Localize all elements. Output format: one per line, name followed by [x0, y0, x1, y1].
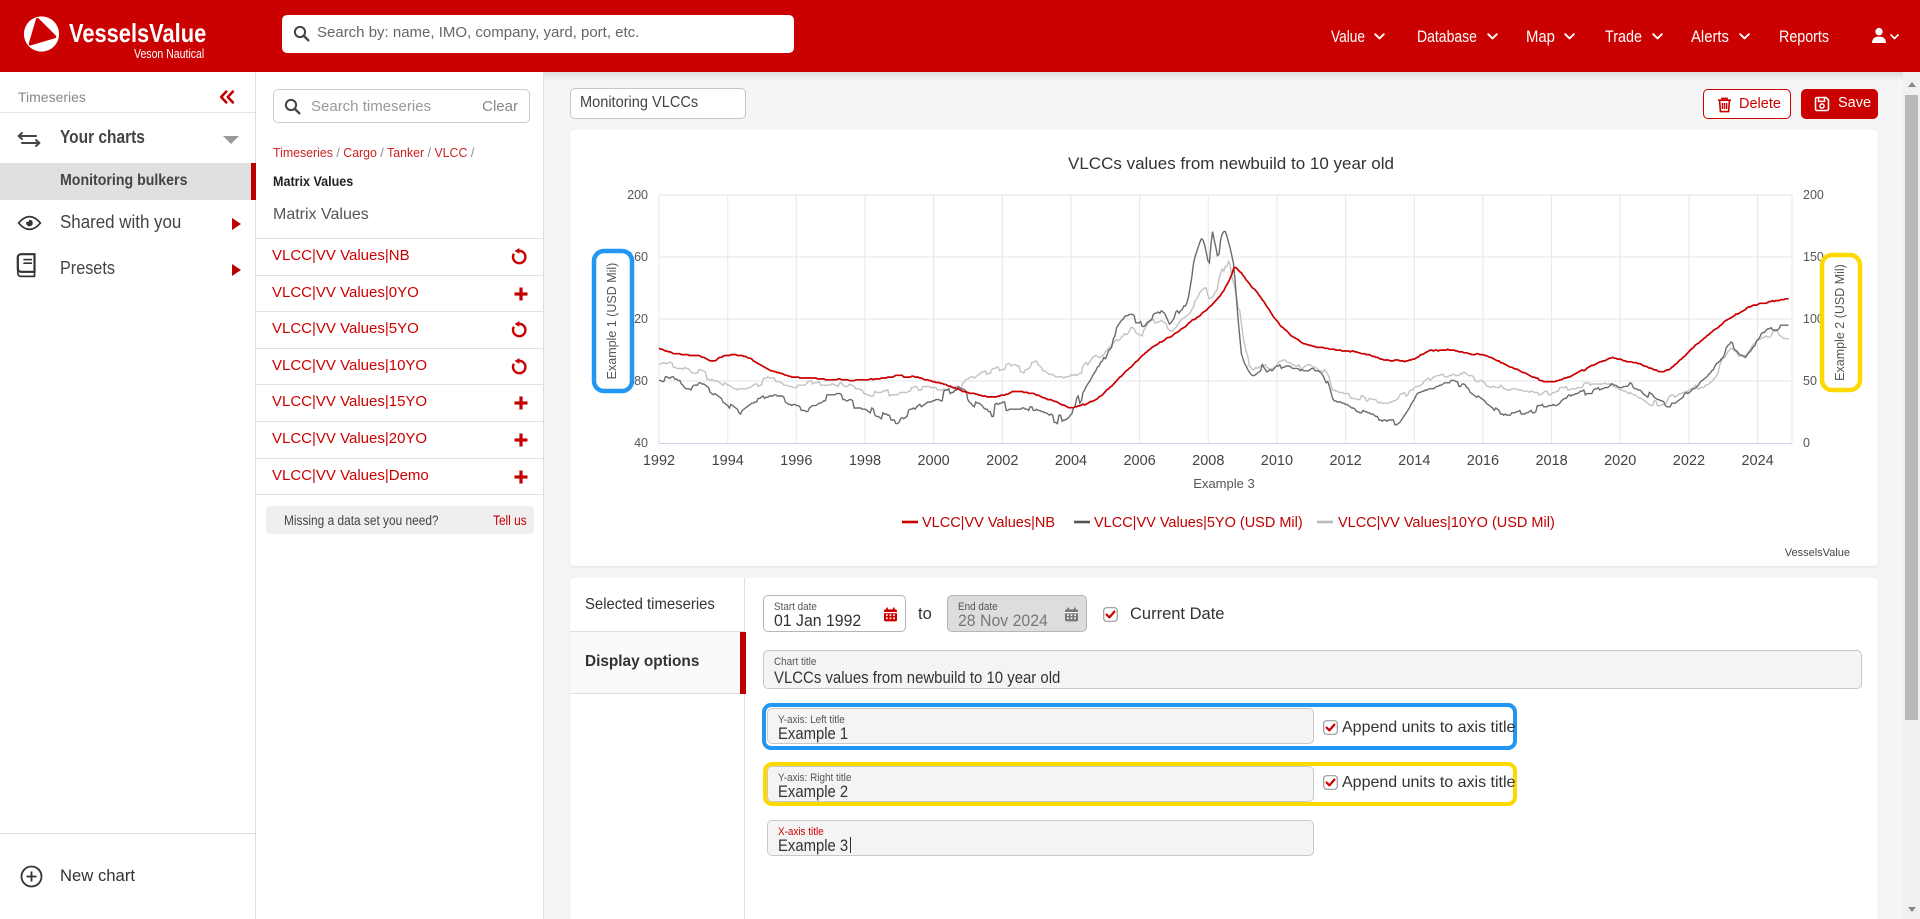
svg-text:2018: 2018	[1535, 453, 1567, 469]
svg-text:0: 0	[1803, 436, 1810, 450]
svg-text:2010: 2010	[1261, 453, 1293, 469]
svg-text:1994: 1994	[712, 453, 744, 469]
svg-text:200: 200	[627, 188, 648, 202]
svg-text:2012: 2012	[1329, 453, 1361, 469]
svg-text:40: 40	[634, 436, 648, 450]
svg-text:Example 1 (USD Mil): Example 1 (USD Mil)	[605, 263, 619, 380]
svg-text:1998: 1998	[849, 453, 881, 469]
svg-text:150: 150	[1803, 250, 1824, 264]
svg-text:Example 2 (USD Mil): Example 2 (USD Mil)	[1833, 264, 1847, 381]
svg-text:2024: 2024	[1741, 453, 1773, 469]
svg-text:2000: 2000	[917, 453, 949, 469]
svg-text:1992: 1992	[643, 453, 675, 469]
svg-text:2014: 2014	[1398, 453, 1430, 469]
svg-text:VesselsValue: VesselsValue	[1785, 547, 1850, 559]
svg-text:2016: 2016	[1467, 453, 1499, 469]
svg-text:50: 50	[1803, 374, 1817, 388]
svg-text:2006: 2006	[1123, 453, 1155, 469]
svg-text:VLCC|VV Values|NB: VLCC|VV Values|NB	[922, 515, 1055, 531]
svg-text:VLCC|VV Values|10YO (USD Mil): VLCC|VV Values|10YO (USD Mil)	[1338, 515, 1555, 531]
svg-text:80: 80	[634, 374, 648, 388]
svg-text:100: 100	[1803, 312, 1824, 326]
svg-text:2020: 2020	[1604, 453, 1636, 469]
svg-text:200: 200	[1803, 188, 1824, 202]
svg-text:2022: 2022	[1673, 453, 1705, 469]
svg-text:VLCCs values from newbuild to: VLCCs values from newbuild to 10 year ol…	[1068, 154, 1394, 173]
svg-text:2004: 2004	[1055, 453, 1087, 469]
svg-text:1996: 1996	[780, 453, 812, 469]
svg-text:VLCC|VV Values|5YO (USD Mil): VLCC|VV Values|5YO (USD Mil)	[1094, 515, 1303, 531]
svg-text:2008: 2008	[1192, 453, 1224, 469]
svg-text:2002: 2002	[986, 453, 1018, 469]
svg-text:Example 3: Example 3	[1193, 476, 1254, 491]
